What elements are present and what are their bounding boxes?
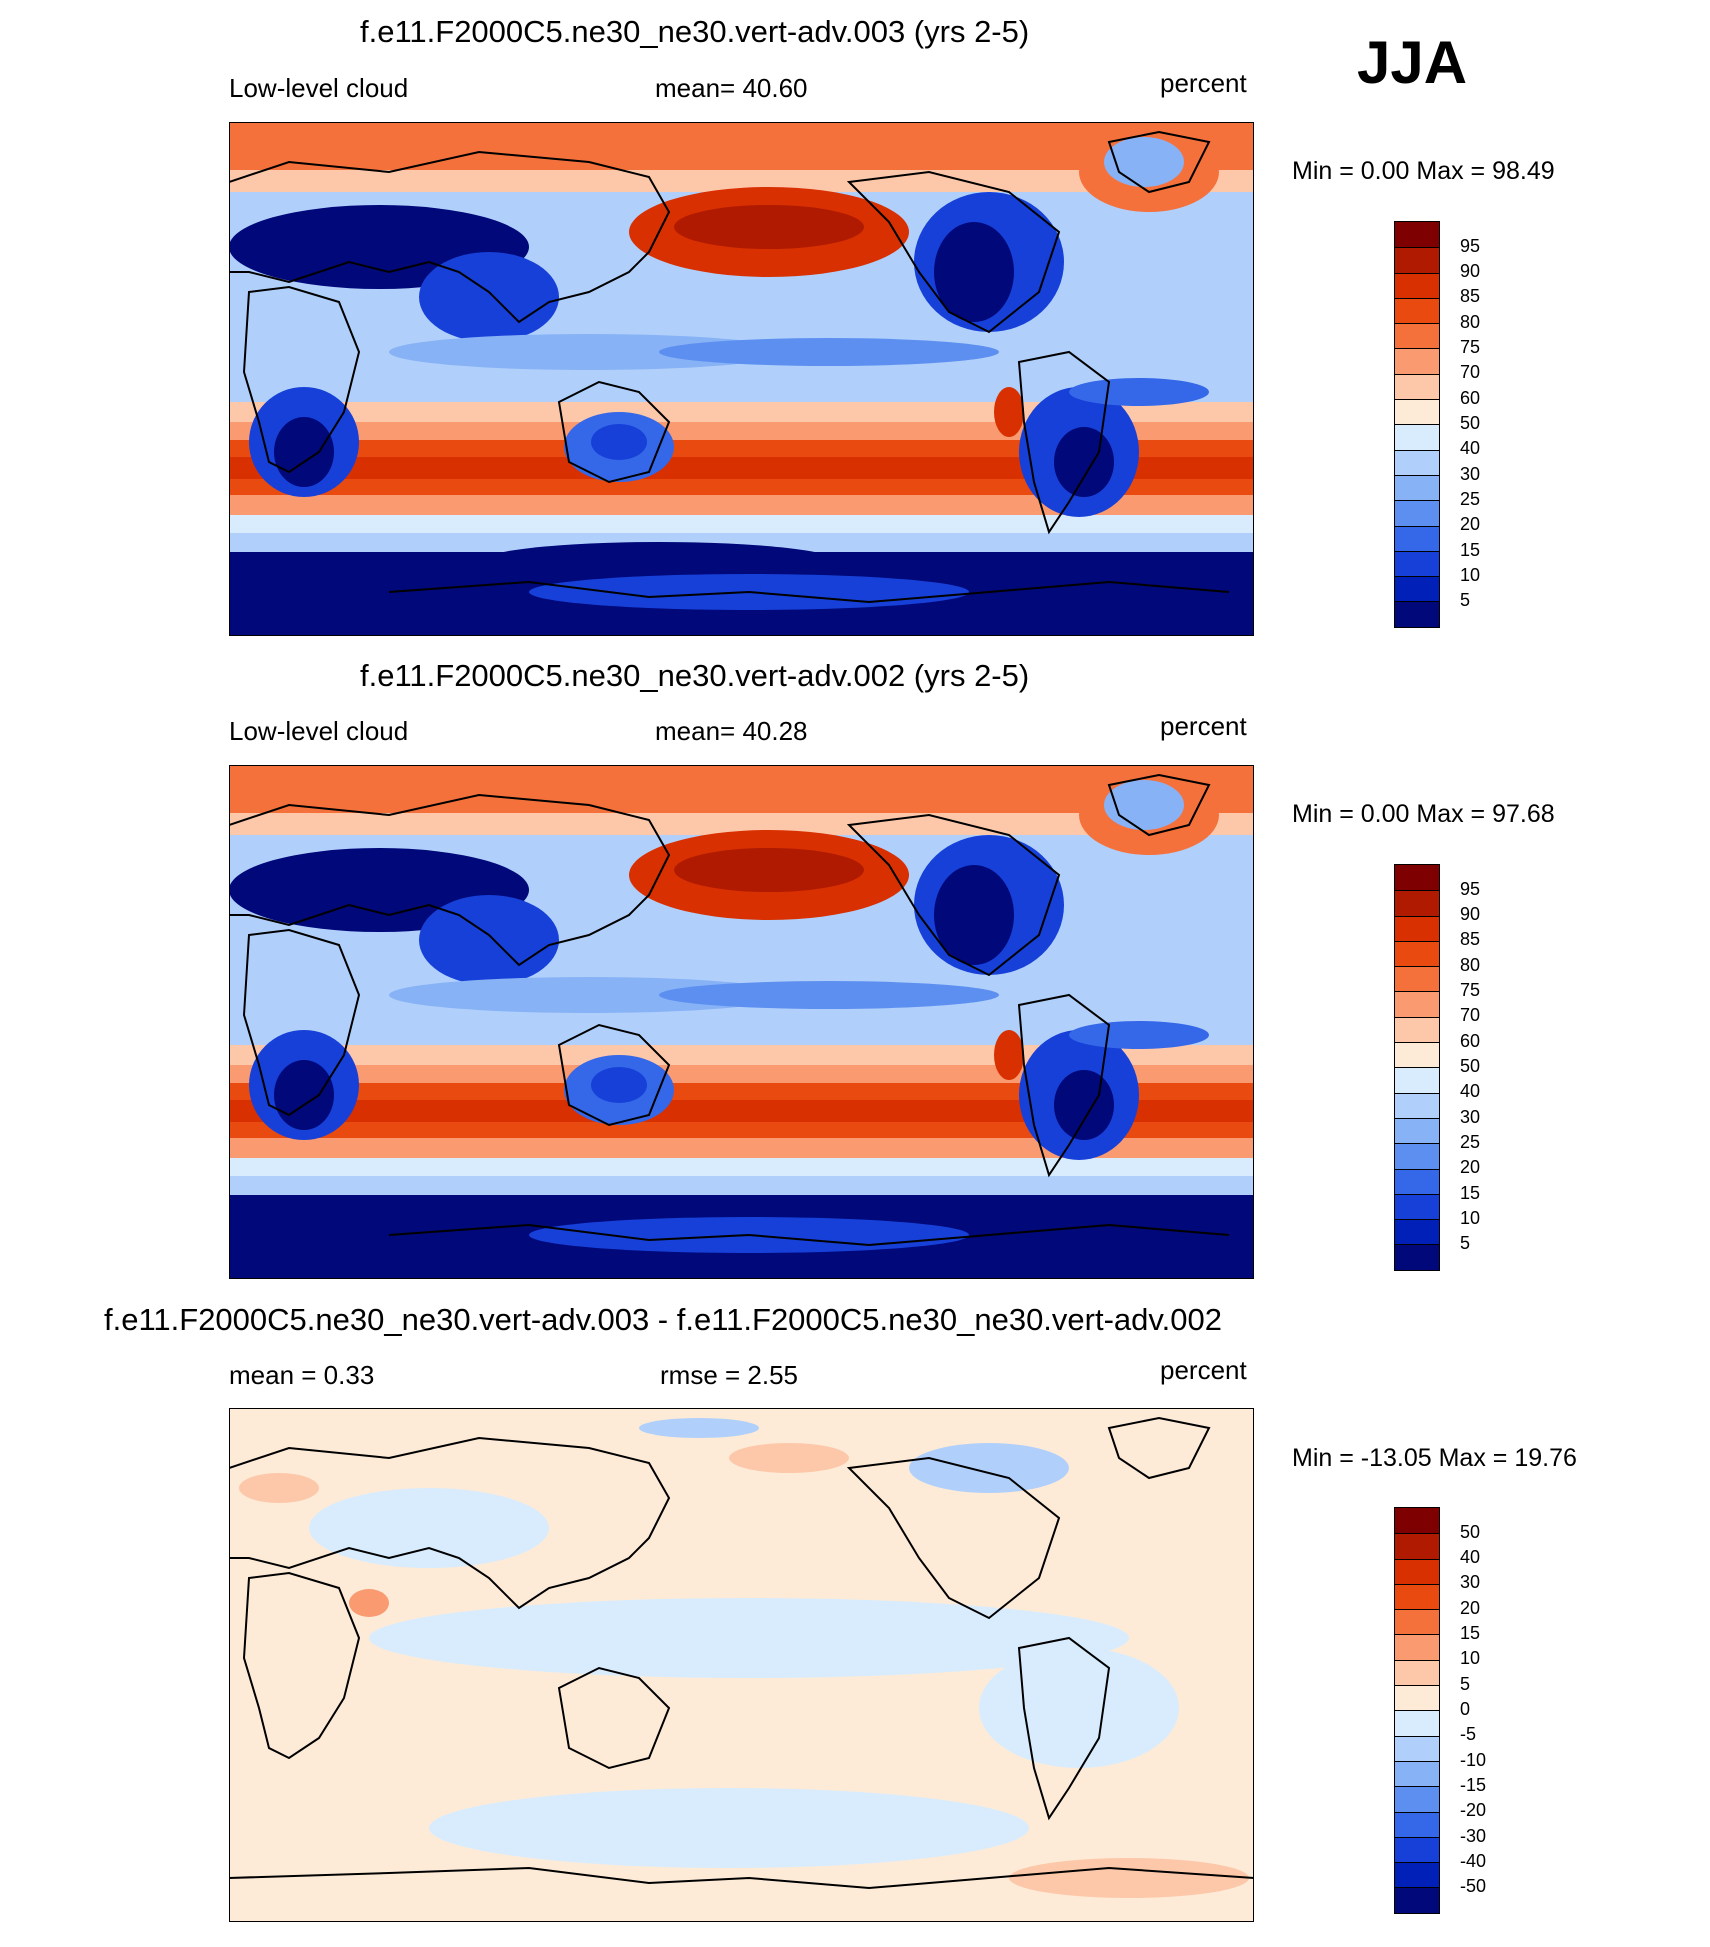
panel-1-title: f.e11.F2000C5.ne30_ne30.vert-adv.003 (yr… — [360, 14, 1030, 49]
panel-2-colorbar — [1394, 864, 1440, 1271]
panel-1-mean-label: mean= 40.60 — [655, 73, 808, 103]
panel-1-colorbar-label: 20 — [1460, 514, 1481, 534]
panel-1-minmax: Min = 0.00 Max = 98.49 — [1292, 157, 1555, 185]
panel-3-colorbar-label: 40 — [1460, 1547, 1481, 1567]
panel-3-colorbar-label: -20 — [1460, 1800, 1487, 1820]
panel-1-colorbar-label: 5 — [1460, 590, 1471, 610]
panel-2-minmax: Min = 0.00 Max = 97.68 — [1292, 800, 1555, 828]
panel-3-colorbar-label: -30 — [1460, 1826, 1487, 1846]
panel-1-colorbar-label: 95 — [1460, 236, 1481, 256]
panel-3-units-label: percent — [1160, 1355, 1247, 1385]
panel-3-colorbar-label: 0 — [1460, 1699, 1471, 1719]
panel-2-mean-label: mean= 40.28 — [655, 716, 808, 746]
panel-1-colorbar-label: 60 — [1460, 388, 1481, 408]
panel-2-map — [229, 765, 1254, 1279]
panel-1-colorbar-label: 25 — [1460, 489, 1481, 509]
panel-3-map — [229, 1408, 1254, 1922]
panel-1-colorbar-label: 70 — [1460, 362, 1481, 382]
panel-2-title: f.e11.F2000C5.ne30_ne30.vert-adv.002 (yr… — [360, 658, 1030, 693]
panel-2-colorbar-label: 85 — [1460, 929, 1481, 949]
panel-3-minmax: Min = -13.05 Max = 19.76 — [1292, 1444, 1577, 1472]
panel-3-colorbar-label: 30 — [1460, 1572, 1481, 1592]
panel-1-colorbar-label: 15 — [1460, 540, 1481, 560]
panel-2-colorbar-label: 80 — [1460, 955, 1481, 975]
panel-3-colorbar-label: 15 — [1460, 1623, 1481, 1643]
panel-2-colorbar-label: 50 — [1460, 1056, 1481, 1076]
panel-2-colorbar-label: 20 — [1460, 1157, 1481, 1177]
panel-3-colorbar-label: -40 — [1460, 1851, 1487, 1871]
panel-1-colorbar-label: 90 — [1460, 261, 1481, 281]
panel-1-colorbar-label: 40 — [1460, 438, 1481, 458]
panel-2-colorbar-label: 70 — [1460, 1005, 1481, 1025]
panel-3-colorbar-label: -15 — [1460, 1775, 1487, 1795]
panel-2-colorbar-label: 95 — [1460, 879, 1481, 899]
season-label: JJA — [1357, 29, 1468, 96]
panel-2-colorbar-label: 10 — [1460, 1208, 1481, 1228]
panel-1-colorbar-label: 30 — [1460, 464, 1481, 484]
panel-3-colorbar-label: 10 — [1460, 1648, 1481, 1668]
panel-2-colorbar-label: 5 — [1460, 1233, 1471, 1253]
panel-1-colorbar-label: 75 — [1460, 337, 1481, 357]
panel-2-variable-label: Low-level cloud — [229, 716, 409, 746]
panel-2-colorbar-label: 40 — [1460, 1081, 1481, 1101]
panel-3-colorbar — [1394, 1507, 1440, 1914]
panel-1-colorbar-label: 50 — [1460, 413, 1481, 433]
panel-3-colorbar-label: -10 — [1460, 1750, 1487, 1770]
panel-3-colorbar-label: 20 — [1460, 1598, 1481, 1618]
panel-1-units-label: percent — [1160, 68, 1247, 98]
panel-3-colorbar-label: 50 — [1460, 1522, 1481, 1542]
panel-3-colorbar-label: 5 — [1460, 1674, 1471, 1694]
panel-2-colorbar-label: 30 — [1460, 1107, 1481, 1127]
panel-1-colorbar — [1394, 221, 1440, 628]
panel-3-rmse-label: rmse = 2.55 — [660, 1360, 799, 1390]
panel-2-colorbar-label: 75 — [1460, 980, 1481, 1000]
panel-2-colorbar-label: 25 — [1460, 1132, 1481, 1152]
panel-1-colorbar-label: 10 — [1460, 565, 1481, 585]
panel-3-colorbar-label: -5 — [1460, 1724, 1477, 1744]
panel-2-units-label: percent — [1160, 711, 1247, 741]
panel-3-mean-label: mean = 0.33 — [229, 1360, 375, 1390]
panel-2-colorbar-label: 15 — [1460, 1183, 1481, 1203]
panel-1-colorbar-label: 85 — [1460, 286, 1481, 306]
panel-3-colorbar-label: -50 — [1460, 1876, 1487, 1896]
panel-1-variable-label: Low-level cloud — [229, 73, 409, 103]
panel-2-colorbar-label: 90 — [1460, 904, 1481, 924]
panel-3-title: f.e11.F2000C5.ne30_ne30.vert-adv.003 - f… — [104, 1302, 1222, 1337]
panel-2-colorbar-label: 60 — [1460, 1031, 1481, 1051]
panel-1-colorbar-label: 80 — [1460, 312, 1481, 332]
panel-1-map — [229, 122, 1254, 636]
